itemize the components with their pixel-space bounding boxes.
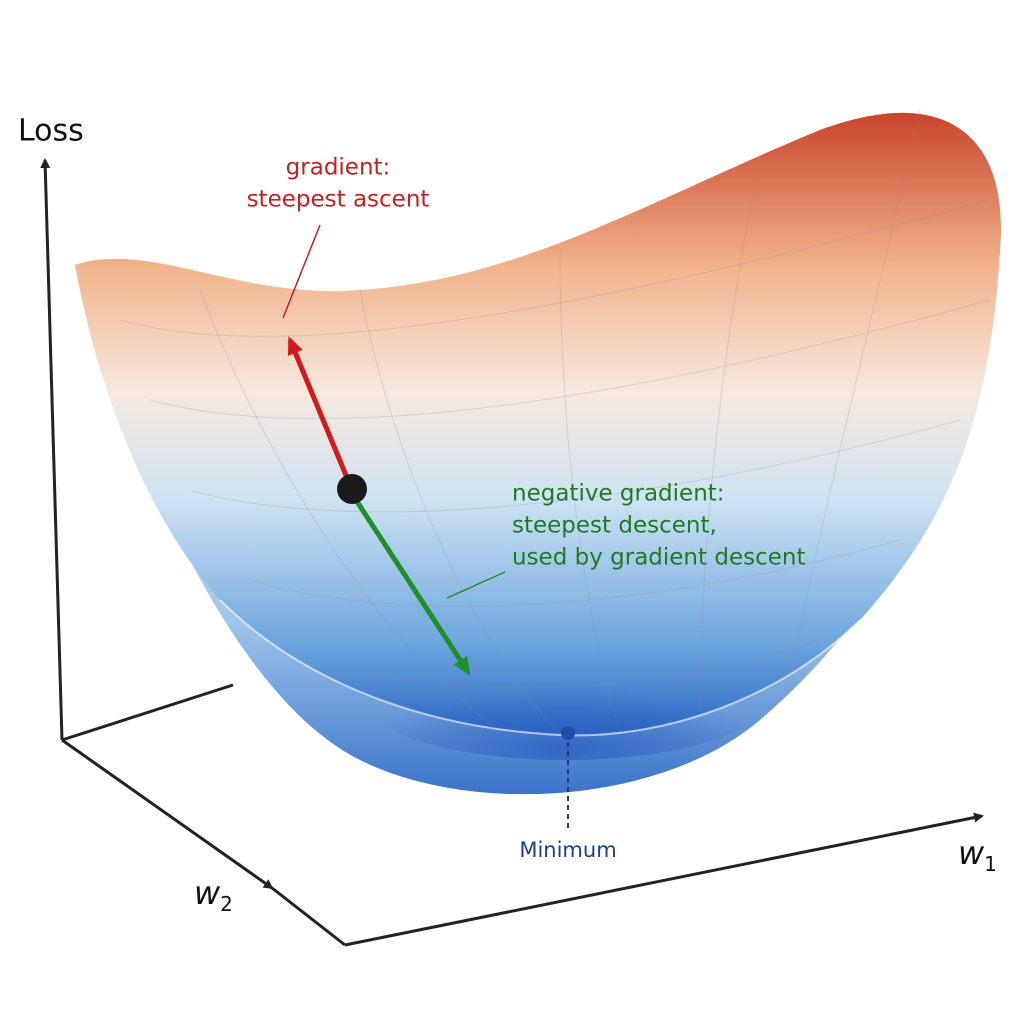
w2-axis [61,738,274,890]
gradient-leader [282,224,321,319]
negative-gradient-arrow [353,498,471,676]
gradient-line: gradient: [286,155,391,181]
axes [40,158,984,947]
gradient-line: steepest ascent [247,187,430,213]
negative-gradient-annotation: negative gradient: steepest descent, use… [512,481,805,571]
current-point [337,474,367,504]
w1-sub: 1 [984,852,997,876]
w1-axis [344,812,984,947]
loss-axis [40,158,64,741]
w2-axis-end [271,886,346,947]
negative-gradient-line: negative gradient: [512,481,725,507]
minimum-label: Minimum [519,838,616,862]
loss-label: Loss [18,114,84,149]
negative-gradient-line: steepest descent, [512,513,717,539]
mesh [119,109,991,736]
w2-label: w2 [194,874,233,916]
bowl-inner [75,112,1001,736]
bowl-rim [219,599,861,737]
w1-main: w [958,834,985,872]
w1-label: w1 [958,834,997,876]
negative-gradient-leader [446,571,506,599]
bowl-pit [365,640,765,760]
back-axis [61,683,234,742]
w2-main: w [194,874,221,912]
minimum-point [561,726,575,740]
negative-gradient-line: used by gradient descent [512,545,805,571]
gradient-annotation: gradient: steepest ascent [247,155,430,213]
w2-sub: 2 [220,892,233,916]
gradient-arrow [287,336,353,486]
